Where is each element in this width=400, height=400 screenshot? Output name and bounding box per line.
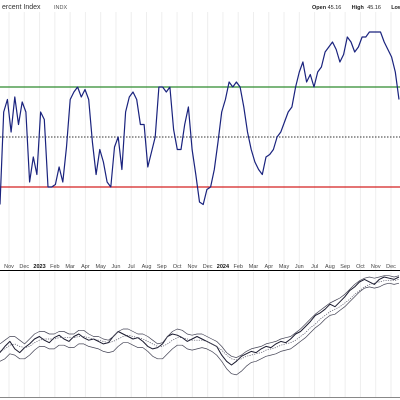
x-tick-label: May xyxy=(95,264,106,270)
x-tick-label: Nov xyxy=(4,264,14,270)
index-line xyxy=(0,31,400,206)
header-open-label: Open xyxy=(312,5,327,11)
header-open-value: 45.16 xyxy=(328,5,342,11)
x-tick-label: Sep xyxy=(157,264,167,270)
x-tick-label: Mar xyxy=(65,264,75,270)
lower-vertical-gridlines xyxy=(8,272,392,397)
price-line xyxy=(0,276,400,366)
upper-series xyxy=(0,31,400,206)
x-tick-label: Apr xyxy=(264,264,273,270)
x-tick-label: Oct xyxy=(173,264,182,270)
upper-chart-panel xyxy=(0,12,400,270)
x-tick-label: Feb xyxy=(233,264,242,270)
x-tick-label: Dec xyxy=(386,264,396,270)
header-low-label: Low xyxy=(391,5,400,11)
x-tick-label: Mar xyxy=(249,264,259,270)
x-tick-label: Nov xyxy=(187,264,197,270)
x-tick-label: Apr xyxy=(81,264,90,270)
header-high-value: 45.16 xyxy=(367,5,381,11)
x-tick-label: Jun xyxy=(112,264,121,270)
chart-title: ercent Index xyxy=(2,4,41,11)
lower-band-line xyxy=(0,282,400,376)
x-tick-label: Dec xyxy=(19,264,29,270)
upper-reference-lines xyxy=(0,86,400,188)
x-tick-label: Aug xyxy=(325,264,335,270)
x-axis-ticks: Nov Dec 2023 Feb Mar Apr May Jun Jul Aug Sep Oct Nov… xyxy=(4,264,396,270)
x-tick-label: Aug xyxy=(142,264,152,270)
x-tick-label: 2024 xyxy=(217,264,230,270)
lower-chart-panel xyxy=(0,272,400,397)
chart-symbol: INDX xyxy=(54,5,67,11)
x-tick-label: Jun xyxy=(295,264,304,270)
x-tick-label: May xyxy=(279,264,290,270)
x-tick-label: Dec xyxy=(203,264,213,270)
x-tick-label: Jul xyxy=(128,264,135,270)
x-tick-label: Nov xyxy=(371,264,381,270)
upper-vertical-gridlines xyxy=(8,12,392,270)
average-line xyxy=(0,279,400,361)
x-tick-label: Oct xyxy=(356,264,365,270)
x-tick-label: Feb xyxy=(50,264,59,270)
x-tick-label: Sep xyxy=(340,264,350,270)
x-tick-label: 2023 xyxy=(33,264,45,270)
header-high-label: High xyxy=(352,5,365,11)
upper-band-line xyxy=(0,275,400,358)
lower-series xyxy=(0,275,400,376)
x-tick-label: Jul xyxy=(311,264,318,270)
